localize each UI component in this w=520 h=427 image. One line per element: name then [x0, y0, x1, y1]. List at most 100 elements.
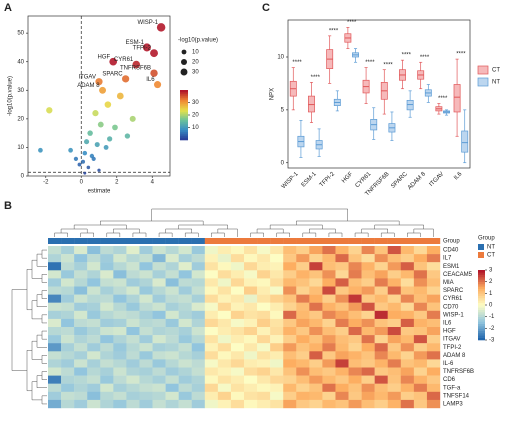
point: [107, 136, 113, 142]
group-cell: [257, 238, 271, 244]
heat-cell: [387, 318, 401, 328]
legend-size: [180, 68, 188, 76]
heat-cell: [48, 367, 62, 376]
heat-cell: [126, 391, 140, 401]
heat-cell: [257, 367, 271, 376]
heat-cell: [400, 254, 415, 263]
heat-cell: [400, 391, 415, 401]
heat-cell: [283, 367, 297, 376]
heat-cell: [283, 375, 297, 384]
heat-cell: [100, 399, 114, 409]
y-tick-label: 30: [17, 88, 24, 94]
heat-cell: [230, 302, 245, 311]
heat-cell: [178, 391, 192, 401]
heat-cell: [204, 246, 219, 255]
heat-cell: [87, 375, 101, 384]
heat-cell: [309, 262, 323, 271]
heat-cell: [426, 302, 441, 311]
heat-cell: [296, 310, 310, 320]
heat-cell: [100, 375, 114, 384]
heat-cell: [374, 367, 388, 376]
heat-cell: [139, 294, 153, 303]
colorbar-step: [180, 134, 188, 137]
heat-cell: [309, 286, 323, 295]
heat-cell: [283, 343, 297, 352]
group-cell: [217, 238, 232, 244]
heat-cell: [413, 246, 428, 255]
point: [154, 81, 162, 89]
heat-cell: [348, 302, 362, 311]
heat-cell: [100, 359, 114, 368]
heat-cell: [191, 343, 205, 352]
heat-cell: [126, 286, 140, 295]
heat-cell: [139, 335, 153, 344]
group-cell: [126, 238, 140, 244]
heat-cell: [348, 359, 362, 368]
colorbar-step: [478, 288, 485, 292]
heat-cell: [361, 383, 375, 392]
heat-cell: [361, 399, 375, 409]
heat-cell: [335, 278, 349, 287]
point: [83, 171, 87, 175]
heat-cell: [217, 327, 232, 336]
group-cell: [283, 238, 297, 244]
colorbar-step: [478, 270, 485, 273]
heat-cell: [100, 302, 114, 311]
heat-cell: [126, 351, 140, 360]
heat-cell: [296, 318, 310, 328]
heat-cell: [191, 310, 205, 320]
heat-cell: [74, 278, 88, 287]
heat-cell: [426, 327, 441, 336]
colorbar-step: [478, 319, 485, 322]
heat-cell: [244, 318, 258, 328]
heat-cell: [283, 302, 297, 311]
group-cell: [61, 238, 75, 244]
heat-cell: [296, 262, 310, 271]
heat-cell: [230, 278, 245, 287]
heat-cell: [165, 327, 179, 336]
legend-swatch: [477, 65, 489, 75]
row-label: IL7: [443, 256, 452, 262]
heat-cell: [361, 270, 375, 279]
box: [453, 84, 461, 113]
heat-cell: [48, 327, 62, 336]
heat-cell: [296, 359, 310, 368]
heat-cell: [322, 310, 336, 320]
heat-cell: [113, 351, 127, 360]
heat-cell: [361, 278, 375, 287]
heat-cell: [165, 286, 179, 295]
heat-cell: [191, 327, 205, 336]
heat-cell: [113, 399, 127, 409]
box: [461, 130, 469, 153]
heat-cell: [335, 335, 349, 344]
heat-cell: [165, 310, 179, 320]
heat-cell: [100, 310, 114, 320]
heat-cell: [309, 335, 323, 344]
point: [95, 78, 103, 86]
row-label: ESM1: [443, 264, 460, 270]
heat-cell: [244, 262, 258, 271]
heat-cell: [191, 286, 205, 295]
heat-cell: [87, 278, 101, 287]
colorbar-step: [478, 333, 485, 336]
point: [103, 145, 109, 150]
heat-cell: [387, 383, 401, 392]
heat-cell: [191, 302, 205, 311]
heat-cell: [335, 359, 349, 368]
heat-cell: [348, 246, 362, 255]
heat-cell: [204, 335, 219, 344]
colorbar-step: [478, 300, 485, 303]
heat-cell: [283, 254, 297, 263]
heat-cell: [178, 302, 192, 311]
group-cell: [165, 238, 179, 244]
colorbar-step: [478, 279, 485, 282]
heat-cell: [400, 310, 415, 320]
heat-cell: [387, 351, 401, 360]
colorbar-step: [478, 281, 485, 285]
heat-cell: [100, 343, 114, 352]
heat-cell: [244, 399, 258, 409]
legend-label: CT: [492, 68, 500, 74]
colorbar-step: [180, 122, 188, 125]
heat-cell: [244, 327, 258, 336]
colorbar-step: [478, 312, 485, 315]
